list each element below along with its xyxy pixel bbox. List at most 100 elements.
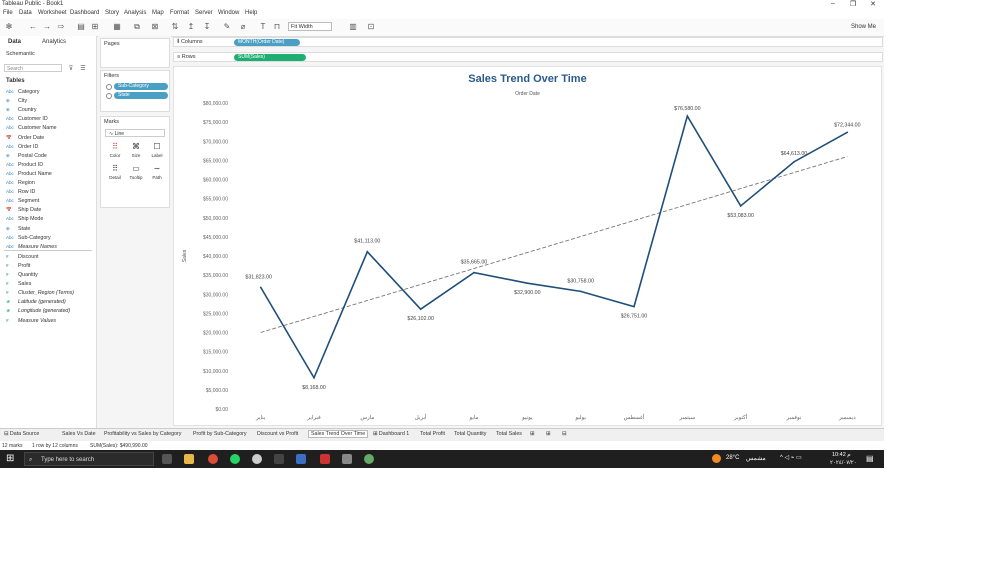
tab-sheet-active[interactable]: Sales Trend Over Time bbox=[308, 430, 369, 438]
field-item[interactable]: Abc Category bbox=[6, 88, 40, 96]
path-button[interactable]: ∼ Path bbox=[147, 163, 167, 183]
field-item[interactable]: Abc Sub-Category bbox=[6, 234, 51, 242]
notifications-icon[interactable]: ▤ bbox=[866, 454, 874, 463]
clock-date[interactable]: ٢٠٢٤/٠٧/٢٠ bbox=[830, 460, 857, 466]
field-item[interactable]: ⊕ Country bbox=[6, 106, 37, 114]
tab-sheet[interactable]: Sales Vs Date bbox=[62, 431, 96, 437]
field-item[interactable]: ⊕ Postal Code bbox=[6, 152, 47, 160]
filter-pill-subcategory[interactable]: Sub-Category bbox=[114, 83, 168, 90]
detail-button[interactable]: ⠿ Detail bbox=[105, 163, 125, 183]
field-item[interactable]: Abc Segment bbox=[6, 197, 39, 205]
field-item[interactable]: ⊕ Longitude (generated) bbox=[6, 307, 70, 315]
field-item[interactable]: Abc Product ID bbox=[6, 161, 43, 169]
line-chart[interactable]: $80,000.00 $75,000.00 $70,000.00 $65,000.00… bbox=[174, 67, 881, 425]
menu-server[interactable]: Server bbox=[195, 10, 213, 16]
chrome-icon[interactable] bbox=[208, 454, 218, 464]
menu-format[interactable]: Format bbox=[170, 10, 190, 16]
field-item[interactable]: Abc Measure Names bbox=[6, 243, 57, 251]
menu-window[interactable]: Window bbox=[218, 10, 240, 16]
save-icon[interactable]: ▤ bbox=[77, 22, 85, 31]
app-icon[interactable] bbox=[320, 454, 330, 464]
new-story-tab-icon[interactable]: ⊟ bbox=[562, 431, 567, 437]
menu-story[interactable]: Story bbox=[105, 10, 120, 16]
task-view-icon[interactable] bbox=[162, 454, 172, 464]
columns-shelf[interactable]: ⦀ Columns MONTH(Order Date) bbox=[173, 37, 883, 47]
pages-card[interactable]: Pages bbox=[100, 38, 170, 68]
tab-sheet[interactable]: Total Sales bbox=[496, 431, 522, 437]
field-item[interactable]: 📅 Ship Date bbox=[6, 206, 41, 214]
field-search-input[interactable]: Search bbox=[4, 64, 62, 72]
filters-card[interactable]: Filters Sub-Category State bbox=[100, 70, 170, 112]
tab-sheet[interactable]: Profit by Sub-Category bbox=[193, 431, 247, 437]
tab-sheet[interactable]: Total Quantity bbox=[454, 431, 487, 437]
tableau-taskbar-icon[interactable] bbox=[364, 454, 374, 464]
tableau-logo-icon[interactable]: ✻ bbox=[5, 22, 13, 31]
filter-radio[interactable] bbox=[106, 84, 112, 90]
minimize-button[interactable]: – bbox=[831, 0, 835, 7]
field-item[interactable]: ⊕ Latitude (generated) bbox=[6, 298, 66, 306]
maximize-button[interactable]: ❐ bbox=[849, 1, 857, 8]
close-button[interactable]: ✕ bbox=[870, 1, 876, 8]
highlight-icon[interactable]: ✎ bbox=[223, 22, 231, 31]
clock-time[interactable]: 10:42 م bbox=[832, 452, 851, 458]
filter-icon[interactable]: ⊽ bbox=[68, 66, 74, 72]
clear-sheet-icon[interactable]: ⊠ bbox=[151, 22, 159, 31]
field-item[interactable]: ⊕ State bbox=[6, 225, 30, 233]
field-item[interactable]: 📅 Order Date bbox=[6, 134, 44, 142]
system-tray-icons[interactable]: ^ ◁ ⌁ ▭ bbox=[780, 455, 802, 461]
datasource-name[interactable]: Schemantic bbox=[6, 51, 35, 57]
tab-sheet[interactable]: Discount vs Profit bbox=[257, 431, 299, 437]
mark-type-dropdown[interactable]: ∿ Line bbox=[105, 129, 165, 137]
field-item[interactable]: ⊕ City bbox=[6, 97, 27, 105]
cards-icon[interactable]: ▥ bbox=[349, 22, 357, 31]
filter-pill-state[interactable]: State bbox=[114, 92, 168, 99]
field-item[interactable]: Abc Ship Mode bbox=[6, 215, 43, 223]
tab-data-source[interactable]: ⊟ Data Source bbox=[4, 431, 40, 437]
taskbar-search-input[interactable]: ⌕ Type here to search bbox=[24, 452, 154, 466]
sort-desc-icon[interactable]: ↧ bbox=[203, 22, 211, 31]
file-explorer-icon[interactable] bbox=[184, 454, 194, 464]
app-icon[interactable] bbox=[342, 454, 352, 464]
whatsapp-icon[interactable] bbox=[230, 454, 240, 464]
app-icon[interactable] bbox=[252, 454, 262, 464]
fix-axes-icon[interactable]: ⊓ bbox=[273, 22, 281, 31]
datasource-icon[interactable]: ⊞ bbox=[91, 22, 99, 31]
new-sheet-icon[interactable]: ▦ bbox=[113, 22, 121, 31]
new-dashboard-tab-icon[interactable]: ⊞ bbox=[546, 431, 551, 437]
columns-pill[interactable]: MONTH(Order Date) bbox=[234, 39, 300, 46]
presentation-icon[interactable]: ⊡ bbox=[367, 22, 375, 31]
field-item[interactable]: Abc Customer ID bbox=[6, 115, 48, 123]
menu-dashboard[interactable]: Dashboard bbox=[70, 10, 100, 16]
field-item[interactable]: # Cluster_Region (Terms) bbox=[6, 289, 74, 297]
tooltip-button[interactable]: ▭ Tooltip bbox=[126, 163, 146, 183]
group-icon[interactable]: ⌀ bbox=[240, 22, 246, 31]
duplicate-icon[interactable]: ⧉ bbox=[134, 22, 140, 31]
rows-shelf[interactable]: ≡ Rows SUM(Sales) bbox=[173, 52, 883, 62]
forward-icon[interactable]: ⇨ bbox=[57, 22, 65, 31]
app-icon[interactable] bbox=[274, 454, 284, 464]
show-me-button[interactable]: Show Me bbox=[850, 24, 876, 30]
new-sheet-tab-icon[interactable]: ⊞ bbox=[530, 431, 535, 437]
field-item[interactable]: # Profit bbox=[6, 262, 30, 270]
rows-pill[interactable]: SUM(Sales) bbox=[234, 54, 306, 61]
swap-icon[interactable]: ⇅ bbox=[171, 22, 179, 31]
weather-icon[interactable] bbox=[712, 454, 721, 463]
sort-asc-icon[interactable]: ↥ bbox=[187, 22, 195, 31]
field-item[interactable]: # Quantity bbox=[6, 271, 38, 279]
labels-icon[interactable]: T bbox=[260, 22, 266, 31]
tab-data[interactable]: Data bbox=[8, 39, 22, 45]
field-item[interactable]: Abc Region bbox=[6, 179, 35, 187]
field-item[interactable]: Abc Row ID bbox=[6, 188, 35, 196]
size-button[interactable]: ⌘ Size bbox=[126, 141, 146, 161]
field-item[interactable]: # Sales bbox=[6, 280, 31, 288]
menu-file[interactable]: File bbox=[3, 10, 13, 16]
field-item[interactable]: Abc Customer Name bbox=[6, 124, 57, 132]
fit-dropdown[interactable]: Fit Width bbox=[288, 22, 332, 31]
menu-data[interactable]: Data bbox=[19, 10, 32, 16]
tab-analytics[interactable]: Analytics bbox=[42, 39, 67, 45]
field-item[interactable]: Abc Product Name bbox=[6, 170, 52, 178]
menu-map[interactable]: Map bbox=[152, 10, 164, 16]
menu-help[interactable]: Help bbox=[245, 10, 258, 16]
field-item[interactable]: Abc Order ID bbox=[6, 143, 38, 151]
app-icon[interactable] bbox=[296, 454, 306, 464]
